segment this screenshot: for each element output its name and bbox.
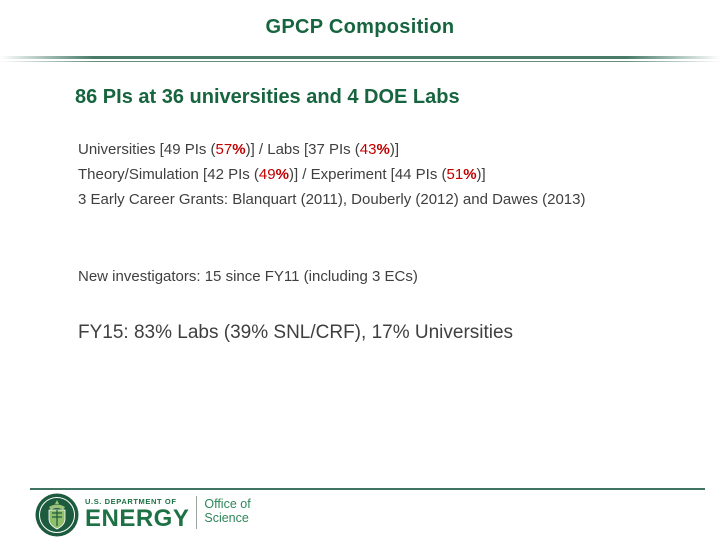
title-divider bbox=[0, 56, 720, 62]
text-segment: % bbox=[275, 166, 289, 183]
text-segment: )] / Experiment [44 PIs ( bbox=[288, 166, 447, 183]
text-segment: 51 bbox=[446, 166, 464, 183]
text-segment: 49 bbox=[258, 166, 276, 183]
text-segment: % bbox=[232, 141, 246, 158]
text-segment: 57 bbox=[215, 141, 233, 158]
text-segment: % bbox=[463, 166, 477, 183]
text-segment: 43 bbox=[359, 141, 377, 158]
text-segment: Theory/Simulation [42 PIs ( bbox=[78, 166, 259, 183]
department-of-label: U.S. DEPARTMENT OF bbox=[85, 497, 177, 506]
body-line-universities-labs: Universities [49 PIs (57%)] / Labs [37 P… bbox=[78, 137, 646, 162]
doe-logo: U.S. DEPARTMENT OF ENERGY Office of Scie… bbox=[35, 493, 251, 537]
logo-divider bbox=[196, 496, 198, 529]
text-segment: )] bbox=[476, 166, 486, 183]
text-segment: )] / Labs [37 PIs ( bbox=[245, 141, 360, 158]
body-text-block: Universities [49 PIs (57%)] / Labs [37 P… bbox=[78, 137, 646, 212]
energy-label: ENERGY bbox=[85, 505, 190, 532]
energy-wordmark: U.S. DEPARTMENT OF ENERGY bbox=[85, 493, 189, 531]
office-of-line: Office of bbox=[204, 497, 251, 511]
office-of-science-label: Office of Science bbox=[204, 497, 250, 526]
title-divider-thin-line bbox=[0, 61, 720, 62]
body-line-theory-experiment: Theory/Simulation [42 PIs (49%)] / Exper… bbox=[78, 162, 646, 187]
text-segment: 3 Early Career Grants: Blanquart (2011),… bbox=[78, 191, 586, 208]
new-investigators-line: New investigators: 15 since FY11 (includ… bbox=[78, 268, 418, 285]
footer-divider bbox=[30, 488, 705, 490]
body-line-early-career: 3 Early Career Grants: Blanquart (2011),… bbox=[78, 187, 646, 212]
text-segment: % bbox=[376, 141, 390, 158]
doe-seal-icon bbox=[35, 493, 79, 537]
text-segment: Universities [49 PIs ( bbox=[78, 141, 216, 158]
science-line: Science bbox=[204, 511, 249, 526]
slide-heading: 86 PIs at 36 universities and 4 DOE Labs bbox=[75, 86, 460, 108]
fy15-summary-line: FY15: 83% Labs (39% SNL/CRF), 17% Univer… bbox=[78, 322, 514, 343]
text-segment: )] bbox=[389, 141, 399, 158]
slide-title: GPCP Composition bbox=[265, 16, 455, 38]
title-divider-thick-line bbox=[0, 56, 720, 59]
